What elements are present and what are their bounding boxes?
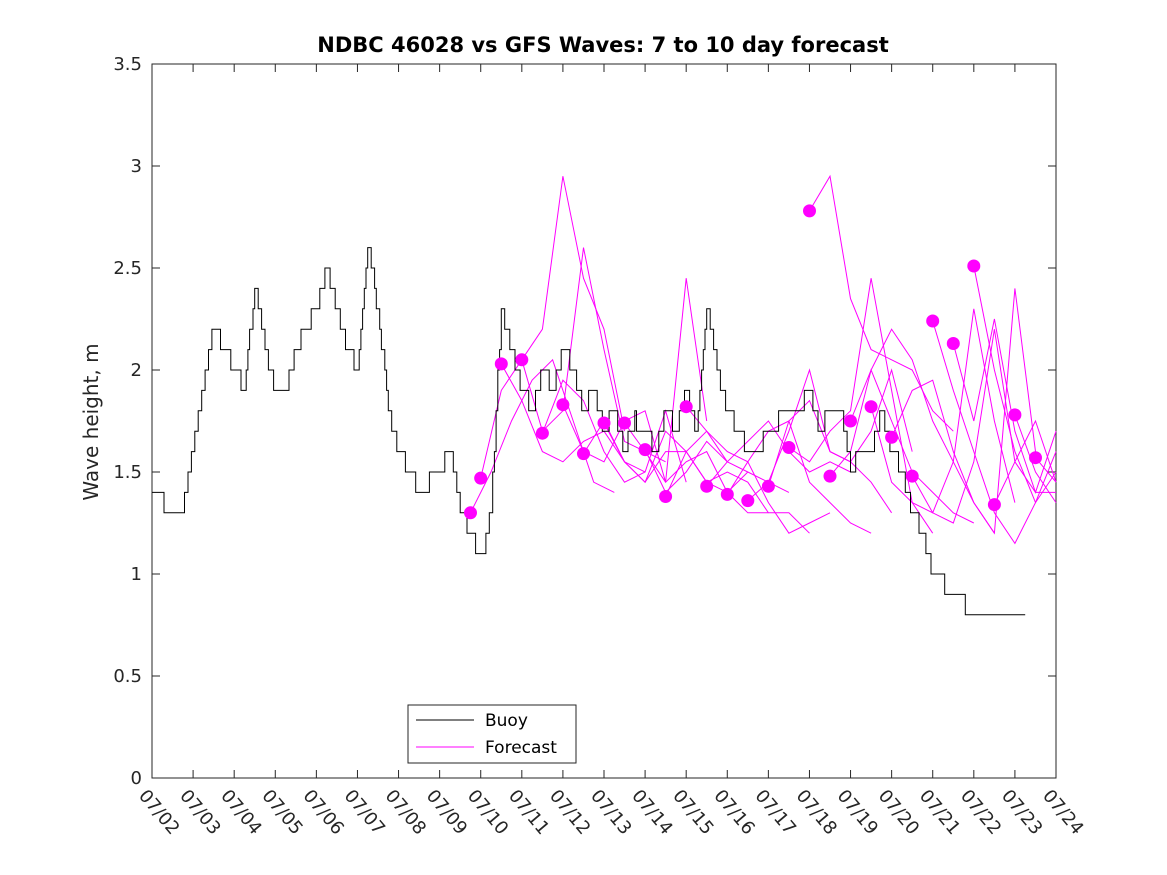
forecast-point bbox=[474, 471, 488, 485]
forecast-line bbox=[747, 368, 893, 514]
forecast-point bbox=[803, 204, 816, 218]
y-tick-label: 0.5 bbox=[113, 666, 142, 687]
forecast-line bbox=[870, 308, 1016, 514]
plot-area: 00.511.522.533.5 07/0207/0307/0407/0507/… bbox=[113, 54, 1087, 839]
forecast-point bbox=[679, 400, 693, 414]
forecast-point bbox=[597, 416, 611, 430]
chart-title: NDBC 46028 vs GFS Waves: 7 to 10 day for… bbox=[317, 33, 888, 57]
forecast-point bbox=[844, 414, 857, 428]
forecast-point bbox=[638, 443, 652, 457]
forecast-points bbox=[464, 204, 1042, 520]
forecast-line bbox=[973, 265, 1057, 504]
forecast-point bbox=[577, 447, 590, 461]
forecast-line bbox=[767, 368, 913, 487]
forecast-point bbox=[967, 259, 981, 273]
y-tick-label: 3 bbox=[131, 156, 142, 177]
forecast-point bbox=[905, 469, 919, 483]
buoy-series bbox=[152, 247, 1026, 616]
forecast-point bbox=[823, 469, 837, 483]
legend-forecast-label: Forecast bbox=[485, 738, 557, 758]
y-tick-label: 1.5 bbox=[113, 462, 142, 483]
forecast-point bbox=[515, 353, 529, 367]
forecast-line bbox=[993, 419, 1057, 505]
forecast-point bbox=[946, 337, 960, 350]
forecast-point bbox=[659, 490, 673, 503]
forecast-point bbox=[782, 441, 796, 454]
forecast-line bbox=[665, 450, 810, 534]
forecast-line bbox=[788, 278, 934, 534]
y-tick-label: 2.5 bbox=[113, 258, 142, 279]
forecast-line bbox=[829, 368, 975, 524]
y-axis: 0 0.5 1 1.5 2 2.5 3 3.5 bbox=[113, 54, 1056, 789]
y-tick-label: 3.5 bbox=[113, 54, 142, 75]
forecast-line bbox=[500, 363, 646, 473]
forecast-line bbox=[911, 329, 1056, 524]
forecast-point bbox=[761, 479, 775, 493]
buoy-line bbox=[152, 247, 1026, 616]
forecast-line bbox=[809, 174, 954, 432]
forecast-point bbox=[741, 494, 755, 508]
forecast-point bbox=[700, 479, 714, 493]
forecast-point bbox=[864, 400, 878, 414]
legend-buoy-label: Buoy bbox=[485, 711, 528, 731]
forecast-point bbox=[556, 398, 570, 412]
forecast-point bbox=[494, 357, 508, 371]
forecast-line bbox=[952, 318, 1057, 494]
forecast-line bbox=[1014, 414, 1057, 503]
forecast-line bbox=[726, 420, 872, 534]
forecast-line bbox=[891, 288, 1036, 535]
forecast-point bbox=[535, 426, 549, 440]
forecast-point bbox=[464, 506, 477, 520]
forecast-line bbox=[706, 420, 851, 487]
forecast-point bbox=[885, 430, 899, 444]
forecast-point bbox=[1029, 451, 1042, 465]
y-tick-label: 1 bbox=[131, 564, 142, 585]
y-axis-label: Wave height, m bbox=[79, 343, 103, 500]
y-tick-label: 2 bbox=[131, 360, 142, 381]
forecast-point bbox=[926, 314, 940, 328]
legend-box bbox=[407, 704, 577, 764]
y-tick-label: 0 bbox=[131, 768, 142, 789]
forecast-point bbox=[618, 416, 631, 430]
forecast-line bbox=[685, 406, 831, 534]
legend: Buoy Forecast bbox=[407, 704, 577, 764]
forecast-series bbox=[470, 174, 1057, 545]
forecast-point bbox=[987, 498, 1001, 512]
forecast-line bbox=[480, 176, 625, 479]
forecast-line bbox=[850, 328, 995, 534]
forecast-point bbox=[720, 487, 734, 501]
forecast-line bbox=[541, 379, 687, 483]
forecast-point bbox=[1008, 408, 1022, 422]
